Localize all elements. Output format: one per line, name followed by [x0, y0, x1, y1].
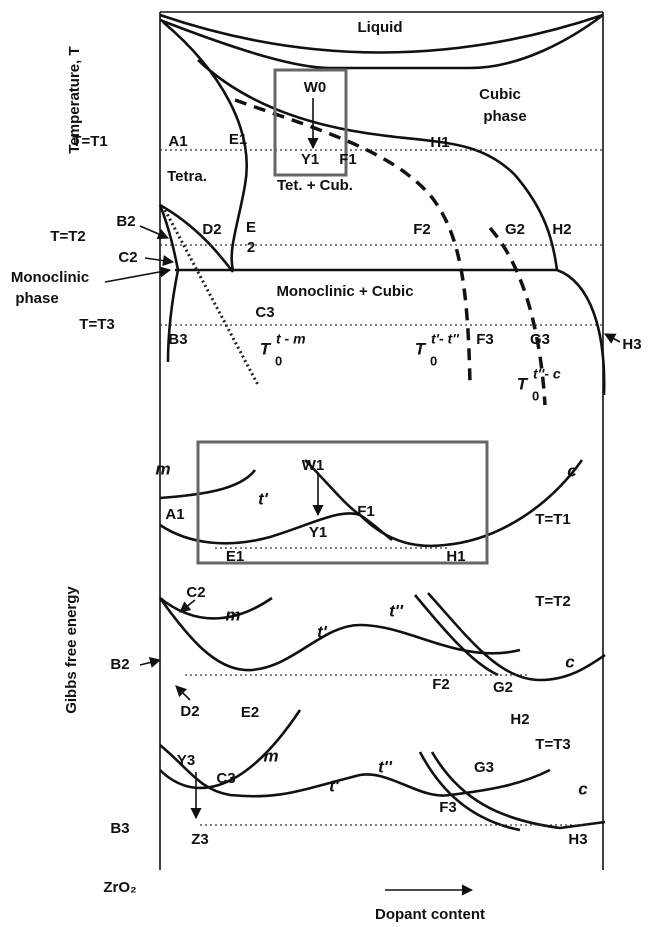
curve-label: Y1	[309, 524, 327, 541]
y-axis-label: Temperature, T	[66, 46, 83, 153]
boundary-label: T	[517, 374, 529, 393]
curve-label: A1	[165, 506, 184, 523]
curve-label: Y3	[177, 752, 195, 769]
boundary-superscript: t - m	[276, 331, 306, 347]
point-label: Y1	[301, 151, 319, 168]
curve-label: E1	[226, 548, 244, 565]
curve-label: t'	[258, 489, 269, 508]
curve-label: F3	[439, 799, 457, 816]
curve-label: H1	[446, 548, 465, 565]
y-axis-label: Gibbs free energy	[63, 586, 80, 714]
curve-label: B2	[110, 656, 129, 673]
temperature-label: T=T2	[50, 228, 85, 245]
point-label: 2	[247, 239, 255, 256]
curve-label: Z3	[191, 831, 209, 848]
curve-label: H2	[510, 711, 529, 728]
point-label: E1	[229, 131, 247, 148]
temperature-label: T=T1	[72, 133, 107, 150]
curve-label: W1	[302, 457, 325, 474]
boundary-subscript: 0	[532, 388, 539, 403]
region-label: Liquid	[358, 19, 403, 36]
region-label: Cubic	[479, 86, 521, 103]
region-label: Monoclinic + Cubic	[276, 283, 413, 300]
region-label: phase	[15, 290, 58, 307]
point-label: F1	[339, 151, 357, 168]
point-label: C3	[255, 304, 274, 321]
region-label: phase	[483, 108, 526, 125]
curve-label: c	[567, 461, 577, 480]
phase-boundaries	[104, 13, 621, 406]
curve-label: t'	[329, 776, 340, 795]
boundary-label: T	[415, 339, 427, 358]
point-label: G2	[505, 221, 525, 238]
curve-label: B3	[110, 820, 129, 837]
curve-label: D2	[180, 703, 199, 720]
boundary-label: T	[260, 339, 272, 358]
point-label: B2	[116, 213, 135, 230]
point-label: F3	[476, 331, 494, 348]
boundary-superscript: t'- t''	[431, 331, 460, 347]
curve-label: G3	[474, 759, 494, 776]
temperature-label: T=T2	[535, 593, 570, 610]
curve-label: t''	[378, 757, 393, 776]
point-label: W0	[304, 79, 327, 96]
boundary-superscript: t''- c	[533, 366, 561, 382]
curve-label: E2	[241, 704, 259, 721]
gibbs-curves	[139, 440, 606, 896]
x-axis-origin: ZrO₂	[103, 879, 136, 896]
curve-label: m	[225, 605, 240, 624]
curve-label: m	[263, 746, 278, 765]
curve-label: G2	[493, 679, 513, 696]
point-label: H2	[552, 221, 571, 238]
x-axis-label: Dopant content	[375, 906, 485, 923]
region-label: Tet. + Cub.	[277, 177, 353, 194]
curve-label: t''	[389, 601, 404, 620]
point-label: G3	[530, 331, 550, 348]
temperature-label: T=T3	[535, 736, 570, 753]
point-label: H3	[622, 336, 641, 353]
curve-label: c	[565, 652, 575, 671]
point-label: H1	[430, 134, 449, 151]
boundary-subscript: 0	[275, 353, 282, 368]
curve-label: F2	[432, 676, 450, 693]
point-label: E	[246, 219, 256, 236]
point-label: F2	[413, 221, 431, 238]
curve-label: F1	[357, 503, 375, 520]
point-label: C2	[118, 249, 137, 266]
region-label: Monoclinic	[11, 269, 89, 286]
curve-label: C2	[186, 584, 205, 601]
curve-label: H3	[568, 831, 587, 848]
frame	[159, 11, 604, 870]
point-label: A1	[168, 133, 187, 150]
temperature-label: T=T1	[535, 511, 570, 528]
temperature-label: T=T3	[79, 316, 114, 333]
curve-label: t'	[317, 622, 328, 641]
boundary-subscript: 0	[430, 353, 437, 368]
curve-label: C3	[216, 770, 235, 787]
curve-label: c	[578, 779, 588, 798]
region-label: Tetra.	[167, 168, 207, 185]
curve-label: m	[155, 459, 170, 478]
point-label: B3	[168, 331, 187, 348]
point-label: D2	[202, 221, 221, 238]
